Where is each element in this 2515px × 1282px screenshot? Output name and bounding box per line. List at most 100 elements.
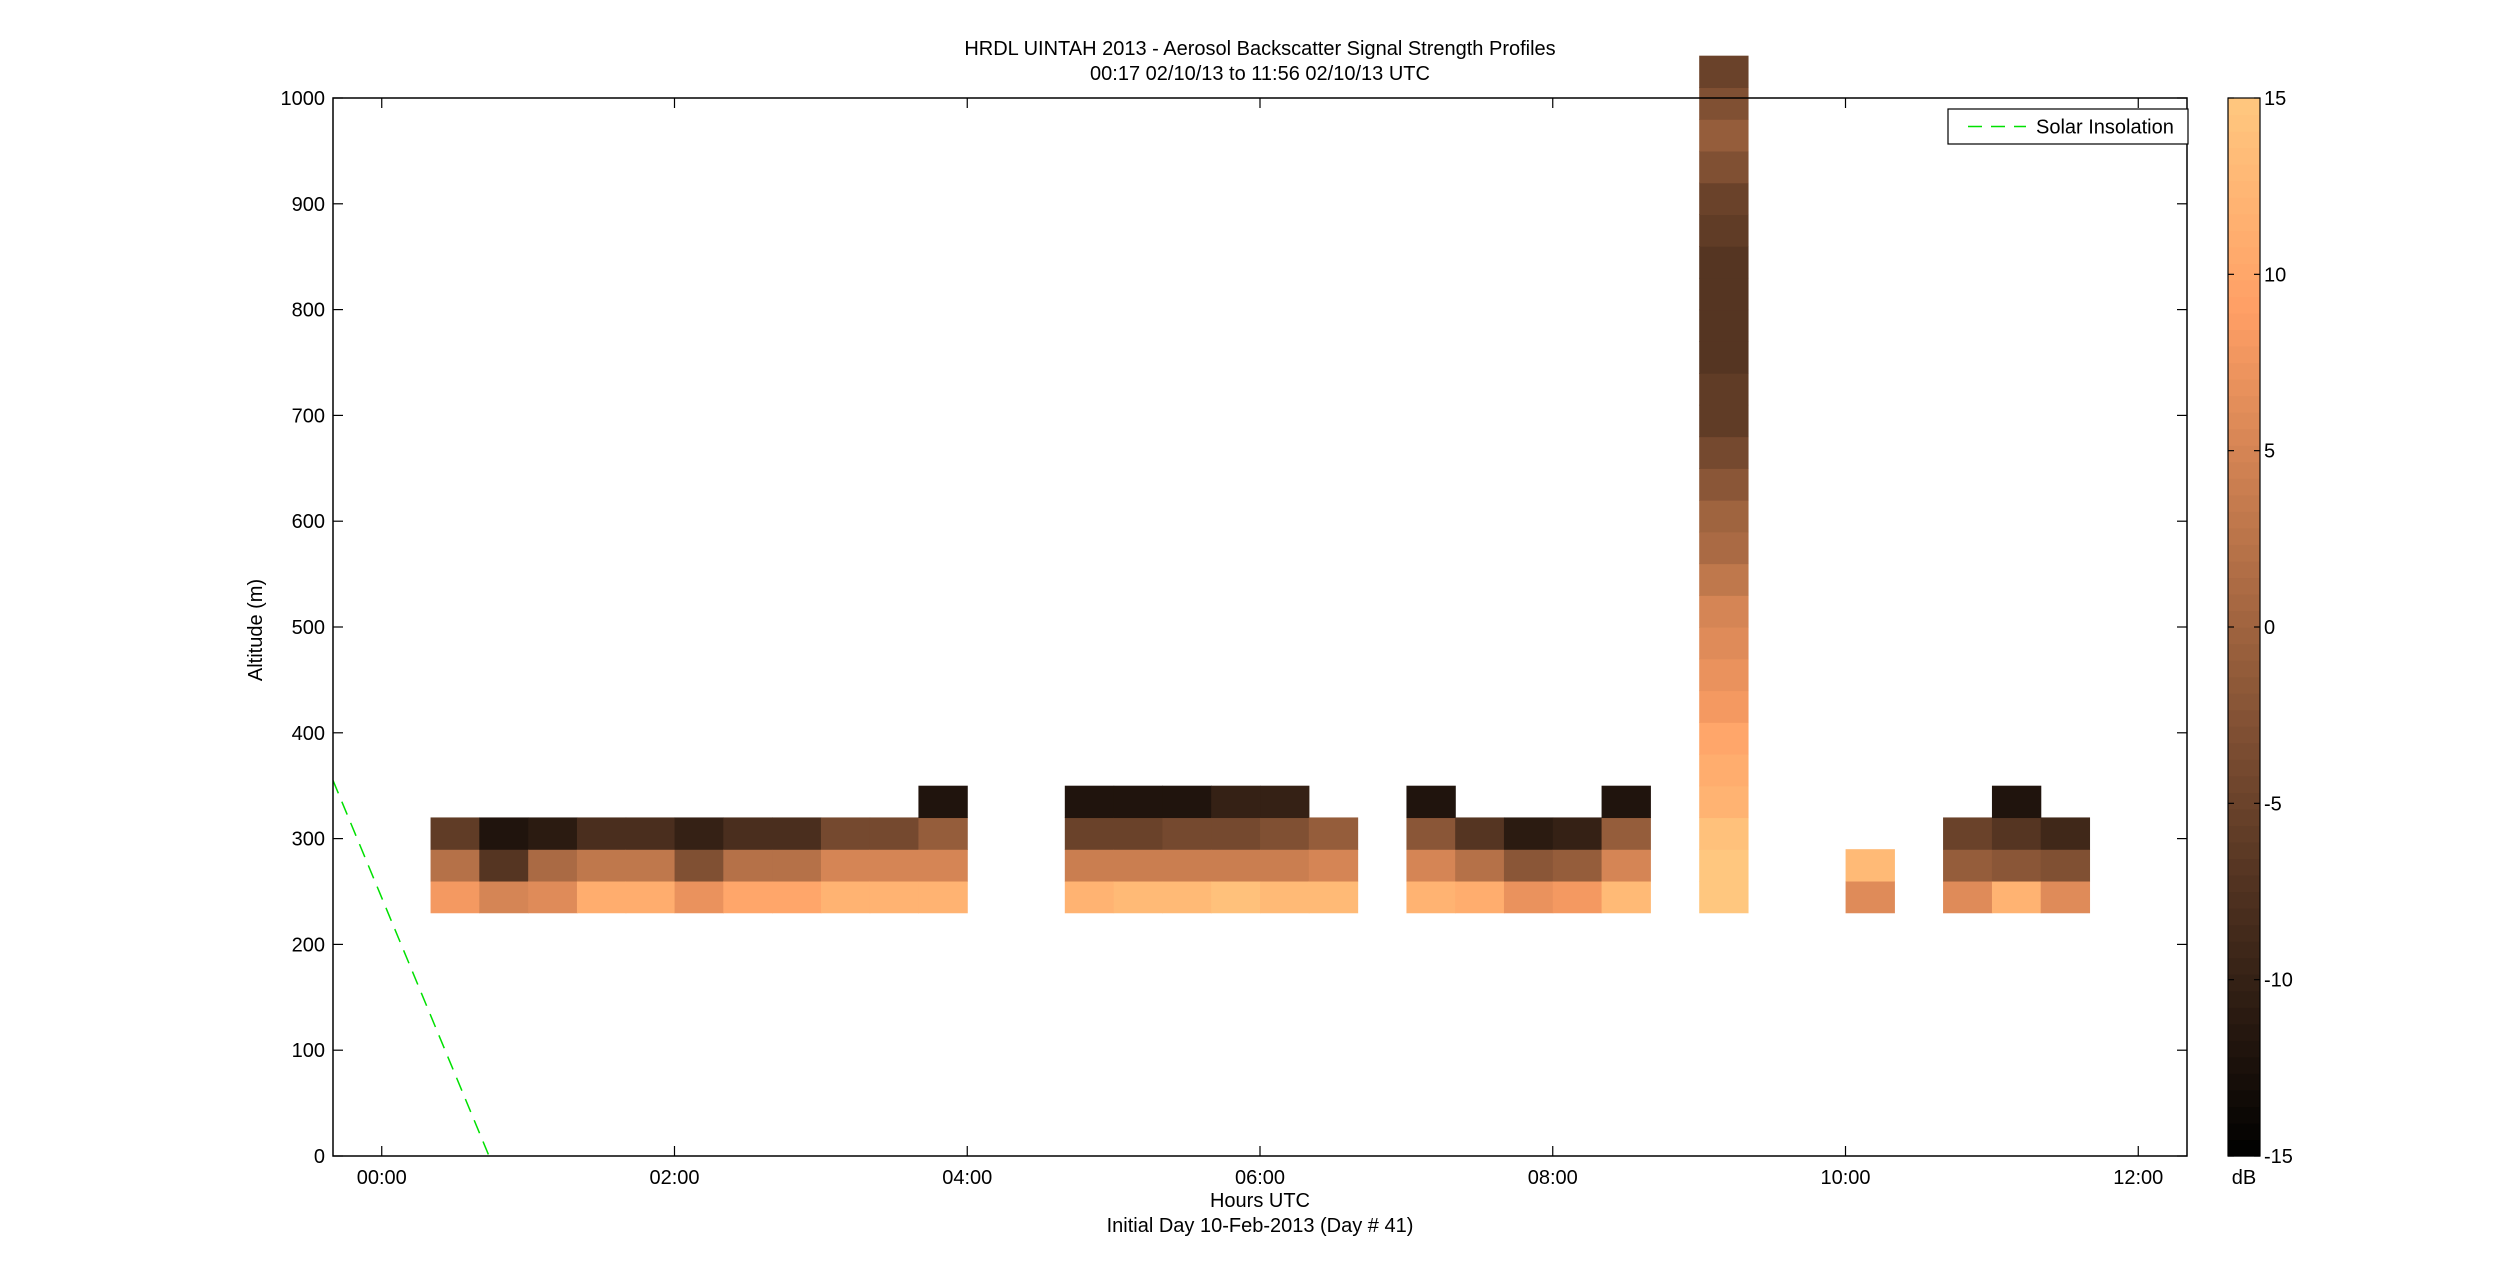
colorbar-swatch xyxy=(2228,494,2260,512)
y-tick-label: 600 xyxy=(292,511,325,533)
heatmap-cell xyxy=(1503,849,1554,882)
heatmap-cell xyxy=(1699,373,1749,406)
colorbar-swatch xyxy=(2228,908,2260,926)
heatmap-cell xyxy=(1406,880,1456,914)
heatmap-cell xyxy=(1113,785,1164,819)
heatmap-cell xyxy=(1162,849,1212,882)
colorbar-swatch xyxy=(2228,180,2260,198)
heatmap-cell xyxy=(1699,341,1749,374)
heatmap-cell xyxy=(918,849,968,882)
heatmap-cell xyxy=(1552,880,1603,914)
heatmap-cell xyxy=(1503,817,1554,850)
heatmap-cell xyxy=(479,880,529,914)
heatmap-cell xyxy=(1699,404,1749,438)
y-tick-label: 300 xyxy=(292,829,325,851)
colorbar-swatch xyxy=(2228,941,2260,959)
y-tick-label: 200 xyxy=(292,934,325,956)
heatmap-cell xyxy=(869,817,920,850)
colorbar-swatch xyxy=(2228,660,2260,678)
heatmap-cell xyxy=(1211,785,1261,819)
heatmap-cell xyxy=(1699,690,1749,723)
heatmap-cell xyxy=(1113,849,1164,882)
colorbar-swatch xyxy=(2228,726,2260,744)
y-tick-label: 0 xyxy=(314,1146,325,1168)
heatmap-cell xyxy=(576,880,627,914)
heatmap-cell xyxy=(576,817,627,850)
x-tick-label: 02:00 xyxy=(649,1167,699,1189)
heatmap-cell xyxy=(1943,817,1993,850)
heatmap-cell xyxy=(430,817,480,850)
colorbar-swatch xyxy=(2228,230,2260,248)
y-tick-label: 400 xyxy=(292,723,325,745)
heatmap-cell xyxy=(1211,880,1261,914)
heatmap-cell xyxy=(869,880,920,914)
heatmap-cell xyxy=(528,849,578,882)
colorbar-tick-label: -15 xyxy=(2264,1146,2293,1168)
colorbar-swatch xyxy=(2228,924,2260,942)
heatmap-cell xyxy=(1991,880,2042,914)
heatmap-cell xyxy=(1845,849,1895,882)
heatmap-cell xyxy=(1699,119,1749,152)
heatmap-cell xyxy=(1308,880,1359,914)
colorbar-tick-label: 10 xyxy=(2264,264,2286,286)
heatmap-cell xyxy=(1699,150,1749,184)
heatmap-cell xyxy=(674,880,724,914)
colorbar-swatch xyxy=(2228,1023,2260,1041)
heatmap-cell xyxy=(772,880,822,914)
heatmap-cell xyxy=(1601,785,1651,819)
heatmap-cell xyxy=(918,817,968,850)
colorbar-swatch xyxy=(2228,643,2260,661)
colorbar-swatch xyxy=(2228,296,2260,314)
colorbar-swatch xyxy=(2228,98,2260,116)
heatmap-cell xyxy=(1991,785,2042,819)
colorbar-swatch xyxy=(2228,742,2260,760)
heatmap-cell xyxy=(479,849,529,882)
x-tick-label: 06:00 xyxy=(1235,1167,1285,1189)
x-axis-label: Hours UTC xyxy=(1210,1190,1310,1212)
heatmap-cell xyxy=(1699,722,1749,755)
colorbar-swatch xyxy=(2228,246,2260,264)
heatmap-cell xyxy=(723,817,773,850)
colorbar-tick-label: -5 xyxy=(2264,793,2282,815)
x-tick-label: 04:00 xyxy=(942,1167,992,1189)
colorbar-swatch xyxy=(2228,1056,2260,1074)
heatmap-cell xyxy=(1406,849,1456,882)
heatmap-cell xyxy=(1601,880,1651,914)
y-tick-label: 800 xyxy=(292,300,325,322)
colorbar-swatch xyxy=(2228,164,2260,182)
legend-box xyxy=(1947,108,2189,145)
heatmap-cell xyxy=(1064,880,1115,914)
colorbar-swatch xyxy=(2228,676,2260,694)
heatmap-cell xyxy=(1699,531,1749,565)
colorbar-swatch xyxy=(2228,147,2260,165)
plot-background xyxy=(333,98,2187,1156)
x-tick-label: 08:00 xyxy=(1528,1167,1578,1189)
heatmap-cell xyxy=(1699,500,1749,533)
colorbar-swatch xyxy=(2228,891,2260,909)
colorbar: -15 -10 -5 0 5 10 15 dB xyxy=(2227,88,2293,1189)
heatmap-cell xyxy=(1552,849,1603,882)
colorbar-swatch xyxy=(2228,808,2260,826)
heatmap-cell xyxy=(1699,277,1749,311)
heatmap-cell xyxy=(625,880,676,914)
heatmap-cell xyxy=(1991,849,2042,882)
colorbar-swatch xyxy=(2228,775,2260,793)
heatmap-cell xyxy=(723,849,773,882)
colorbar-swatch xyxy=(2228,445,2260,463)
colorbar-swatch xyxy=(2228,874,2260,893)
heatmap-cell xyxy=(1699,214,1749,247)
heatmap-cell xyxy=(1699,753,1749,787)
colorbar-swatch xyxy=(2228,114,2260,132)
heatmap-cell xyxy=(1601,817,1651,850)
colorbar-swatch xyxy=(2228,428,2260,446)
heatmap-cell xyxy=(1455,880,1505,914)
plot-area xyxy=(332,55,2187,1157)
colorbar-swatch xyxy=(2228,1106,2260,1124)
heatmap-cell xyxy=(1260,817,1310,850)
heatmap-cell xyxy=(528,880,578,914)
heatmap-cell xyxy=(1113,817,1164,850)
x-tick-label: 10:00 xyxy=(1820,1167,1870,1189)
heatmap-cell xyxy=(2040,880,2091,914)
heatmap-cell xyxy=(1260,880,1310,914)
